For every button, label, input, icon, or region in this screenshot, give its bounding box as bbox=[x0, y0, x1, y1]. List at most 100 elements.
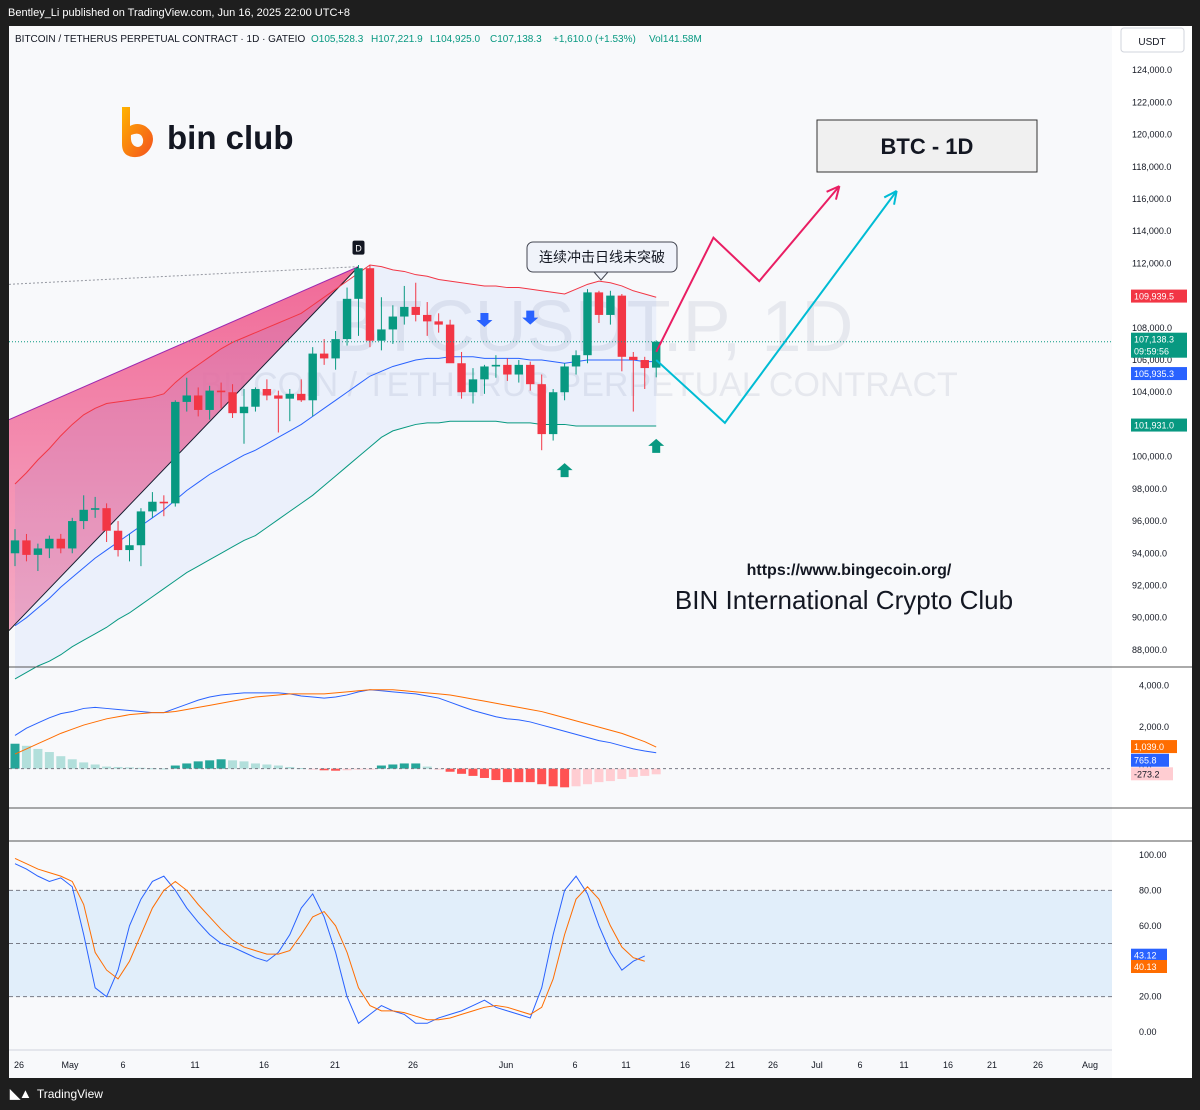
axis-value-labels: 109,939.5 107,138.3 09:59:56 105,935.3 101,9… bbox=[1131, 289, 1187, 973]
macd-histogram-bar bbox=[319, 768, 329, 771]
candle-body bbox=[22, 540, 31, 555]
brand-tagline: BIN International Crypto Club bbox=[675, 585, 1013, 615]
candle-body bbox=[205, 390, 214, 410]
price-tick-label: 112,000.0 bbox=[1132, 258, 1171, 268]
candle-body bbox=[514, 364, 523, 375]
macd-histogram-bar bbox=[216, 759, 226, 769]
macd-histogram-bar bbox=[525, 768, 535, 783]
price-tick-label: 88,000.0 bbox=[1132, 645, 1167, 655]
candle-body bbox=[468, 379, 478, 393]
stoch-k-label-text: 43.12 bbox=[1134, 951, 1157, 961]
macd-histogram-bar bbox=[296, 768, 306, 770]
d-marker-label: D bbox=[355, 244, 362, 254]
time-tick-label: 11 bbox=[899, 1060, 908, 1070]
volume-value: Vol141.58M bbox=[649, 34, 702, 45]
price-pane[interactable]: D bbox=[8, 185, 1112, 680]
candle-body bbox=[68, 521, 77, 549]
candle-body bbox=[434, 321, 443, 325]
ohlc-change: +1,610.0 (+1.53%) bbox=[553, 34, 636, 45]
time-tick-label: 26 bbox=[768, 1060, 778, 1070]
macd-value-label-bg bbox=[1131, 753, 1169, 767]
macd-histogram-bar bbox=[640, 768, 650, 776]
candle-body bbox=[319, 353, 329, 359]
candle-body bbox=[297, 393, 306, 401]
candle-body bbox=[79, 509, 88, 522]
btc-title-box: BTC - 1D bbox=[816, 119, 1038, 173]
macd-tick-label: 4,000.0 bbox=[1139, 681, 1169, 691]
trend-dotted-line bbox=[8, 266, 359, 285]
candle-body bbox=[285, 393, 294, 399]
macd-histogram-bar bbox=[21, 745, 31, 769]
price-tick-label: 104,000.0 bbox=[1132, 387, 1172, 397]
macd-histogram-bar bbox=[342, 768, 352, 771]
bb-lower-price-label: 101,931.0 bbox=[1131, 418, 1187, 432]
macd-histogram-bar bbox=[651, 768, 661, 775]
candle-body bbox=[308, 353, 317, 401]
price-axis[interactable] bbox=[1112, 26, 1192, 1078]
stoch-tick-label: 80.00 bbox=[1139, 885, 1162, 895]
bb-mid-price-label-bg bbox=[1131, 367, 1187, 381]
callout-text: 连续冲击日线未突破 bbox=[539, 249, 665, 265]
time-tick-label: Jul bbox=[811, 1060, 823, 1070]
stoch-tick-label: 0.00 bbox=[1139, 1027, 1157, 1037]
time-tick-label: 21 bbox=[725, 1060, 735, 1070]
candle-body bbox=[33, 548, 43, 555]
candle-body bbox=[606, 295, 615, 315]
wedge-upper-line bbox=[8, 266, 359, 421]
candle-body bbox=[548, 392, 558, 435]
macd-histogram-bar bbox=[125, 767, 134, 769]
candle-body bbox=[640, 360, 649, 369]
tradingview-logo[interactable]: ◣▲ TradingView bbox=[10, 1086, 103, 1102]
candle-body bbox=[526, 364, 535, 385]
bb-mid-price-label-text: 105,935.3 bbox=[1134, 369, 1174, 379]
macd-pane[interactable]: 4,000.02,000.00.0 bbox=[9, 681, 1169, 788]
time-axis[interactable]: 26 May 6 11 16 21 26 Jun 6 11 16 21 26 Jul 6 11 16 21 26 Au… bbox=[9, 1049, 1112, 1070]
currency-button[interactable]: USDT bbox=[1120, 27, 1185, 53]
price-tick-label: 120,000.0 bbox=[1132, 130, 1172, 140]
macd-signal-label: 1,039.0 bbox=[1131, 740, 1177, 754]
stoch-d-label-bg bbox=[1131, 959, 1167, 973]
candle-body bbox=[480, 366, 489, 380]
time-tick-label: 16 bbox=[259, 1060, 269, 1070]
macd-histogram-bar bbox=[262, 764, 272, 769]
macd-histogram-bar bbox=[159, 768, 169, 770]
time-tick-label: 6 bbox=[120, 1060, 125, 1070]
tradingview-brand: TradingView bbox=[36, 1087, 103, 1101]
stoch-tick-label: 100.00 bbox=[1139, 850, 1167, 860]
bin-logo-icon bbox=[122, 107, 153, 158]
bb-mid-price-label: 105,935.3 bbox=[1131, 367, 1187, 381]
last-price-label: 107,138.3 bbox=[1131, 332, 1187, 346]
bullish-path-cyan bbox=[655, 190, 898, 425]
stoch-tick-label: 60.00 bbox=[1139, 921, 1162, 931]
candle-body bbox=[457, 363, 466, 393]
candle-body bbox=[228, 392, 237, 414]
symbol-title: BITCOIN / TETHERUS PERPETUAL CONTRACT · … bbox=[15, 34, 305, 45]
stoch-k-label: 43.12 bbox=[1131, 948, 1167, 962]
sell-arrow-icon bbox=[522, 310, 539, 325]
d-marker-box bbox=[352, 240, 365, 255]
macd-histogram-bar bbox=[147, 768, 157, 770]
buy-arrow-icon bbox=[648, 438, 665, 453]
candle-body bbox=[365, 268, 375, 341]
macd-histogram-bar bbox=[250, 763, 260, 769]
candle-body bbox=[171, 401, 180, 504]
macd-histogram-bar bbox=[617, 768, 627, 780]
brand-url: https://www.bingecoin.org/ bbox=[747, 562, 952, 579]
bullish-path-cyan-arrowhead bbox=[883, 190, 898, 199]
macd-histogram-bar bbox=[33, 748, 43, 769]
time-tick-label: 21 bbox=[987, 1060, 997, 1070]
bb-upper-price-label-text: 109,939.5 bbox=[1134, 292, 1174, 302]
footer-bar: ◣▲ TradingView bbox=[0, 1078, 1200, 1110]
macd-histogram-bar bbox=[44, 752, 54, 769]
tradingview-icon: ◣▲ bbox=[10, 1086, 32, 1101]
time-tick-label: 26 bbox=[408, 1060, 418, 1070]
wedge-lower-line bbox=[8, 266, 359, 631]
bin-club-logo: bin club bbox=[122, 107, 294, 158]
candle-body bbox=[583, 292, 592, 356]
macd-histogram-bar bbox=[170, 765, 180, 769]
chart-canvas[interactable]: BITCOIN / TETHERUS PERPETUAL CONTRACT · … bbox=[8, 26, 1192, 1078]
macd-tick-label: 2,000.0 bbox=[1139, 722, 1169, 732]
time-tick-label: 6 bbox=[857, 1060, 862, 1070]
countdown-label: 09:59:56 bbox=[1131, 344, 1187, 358]
